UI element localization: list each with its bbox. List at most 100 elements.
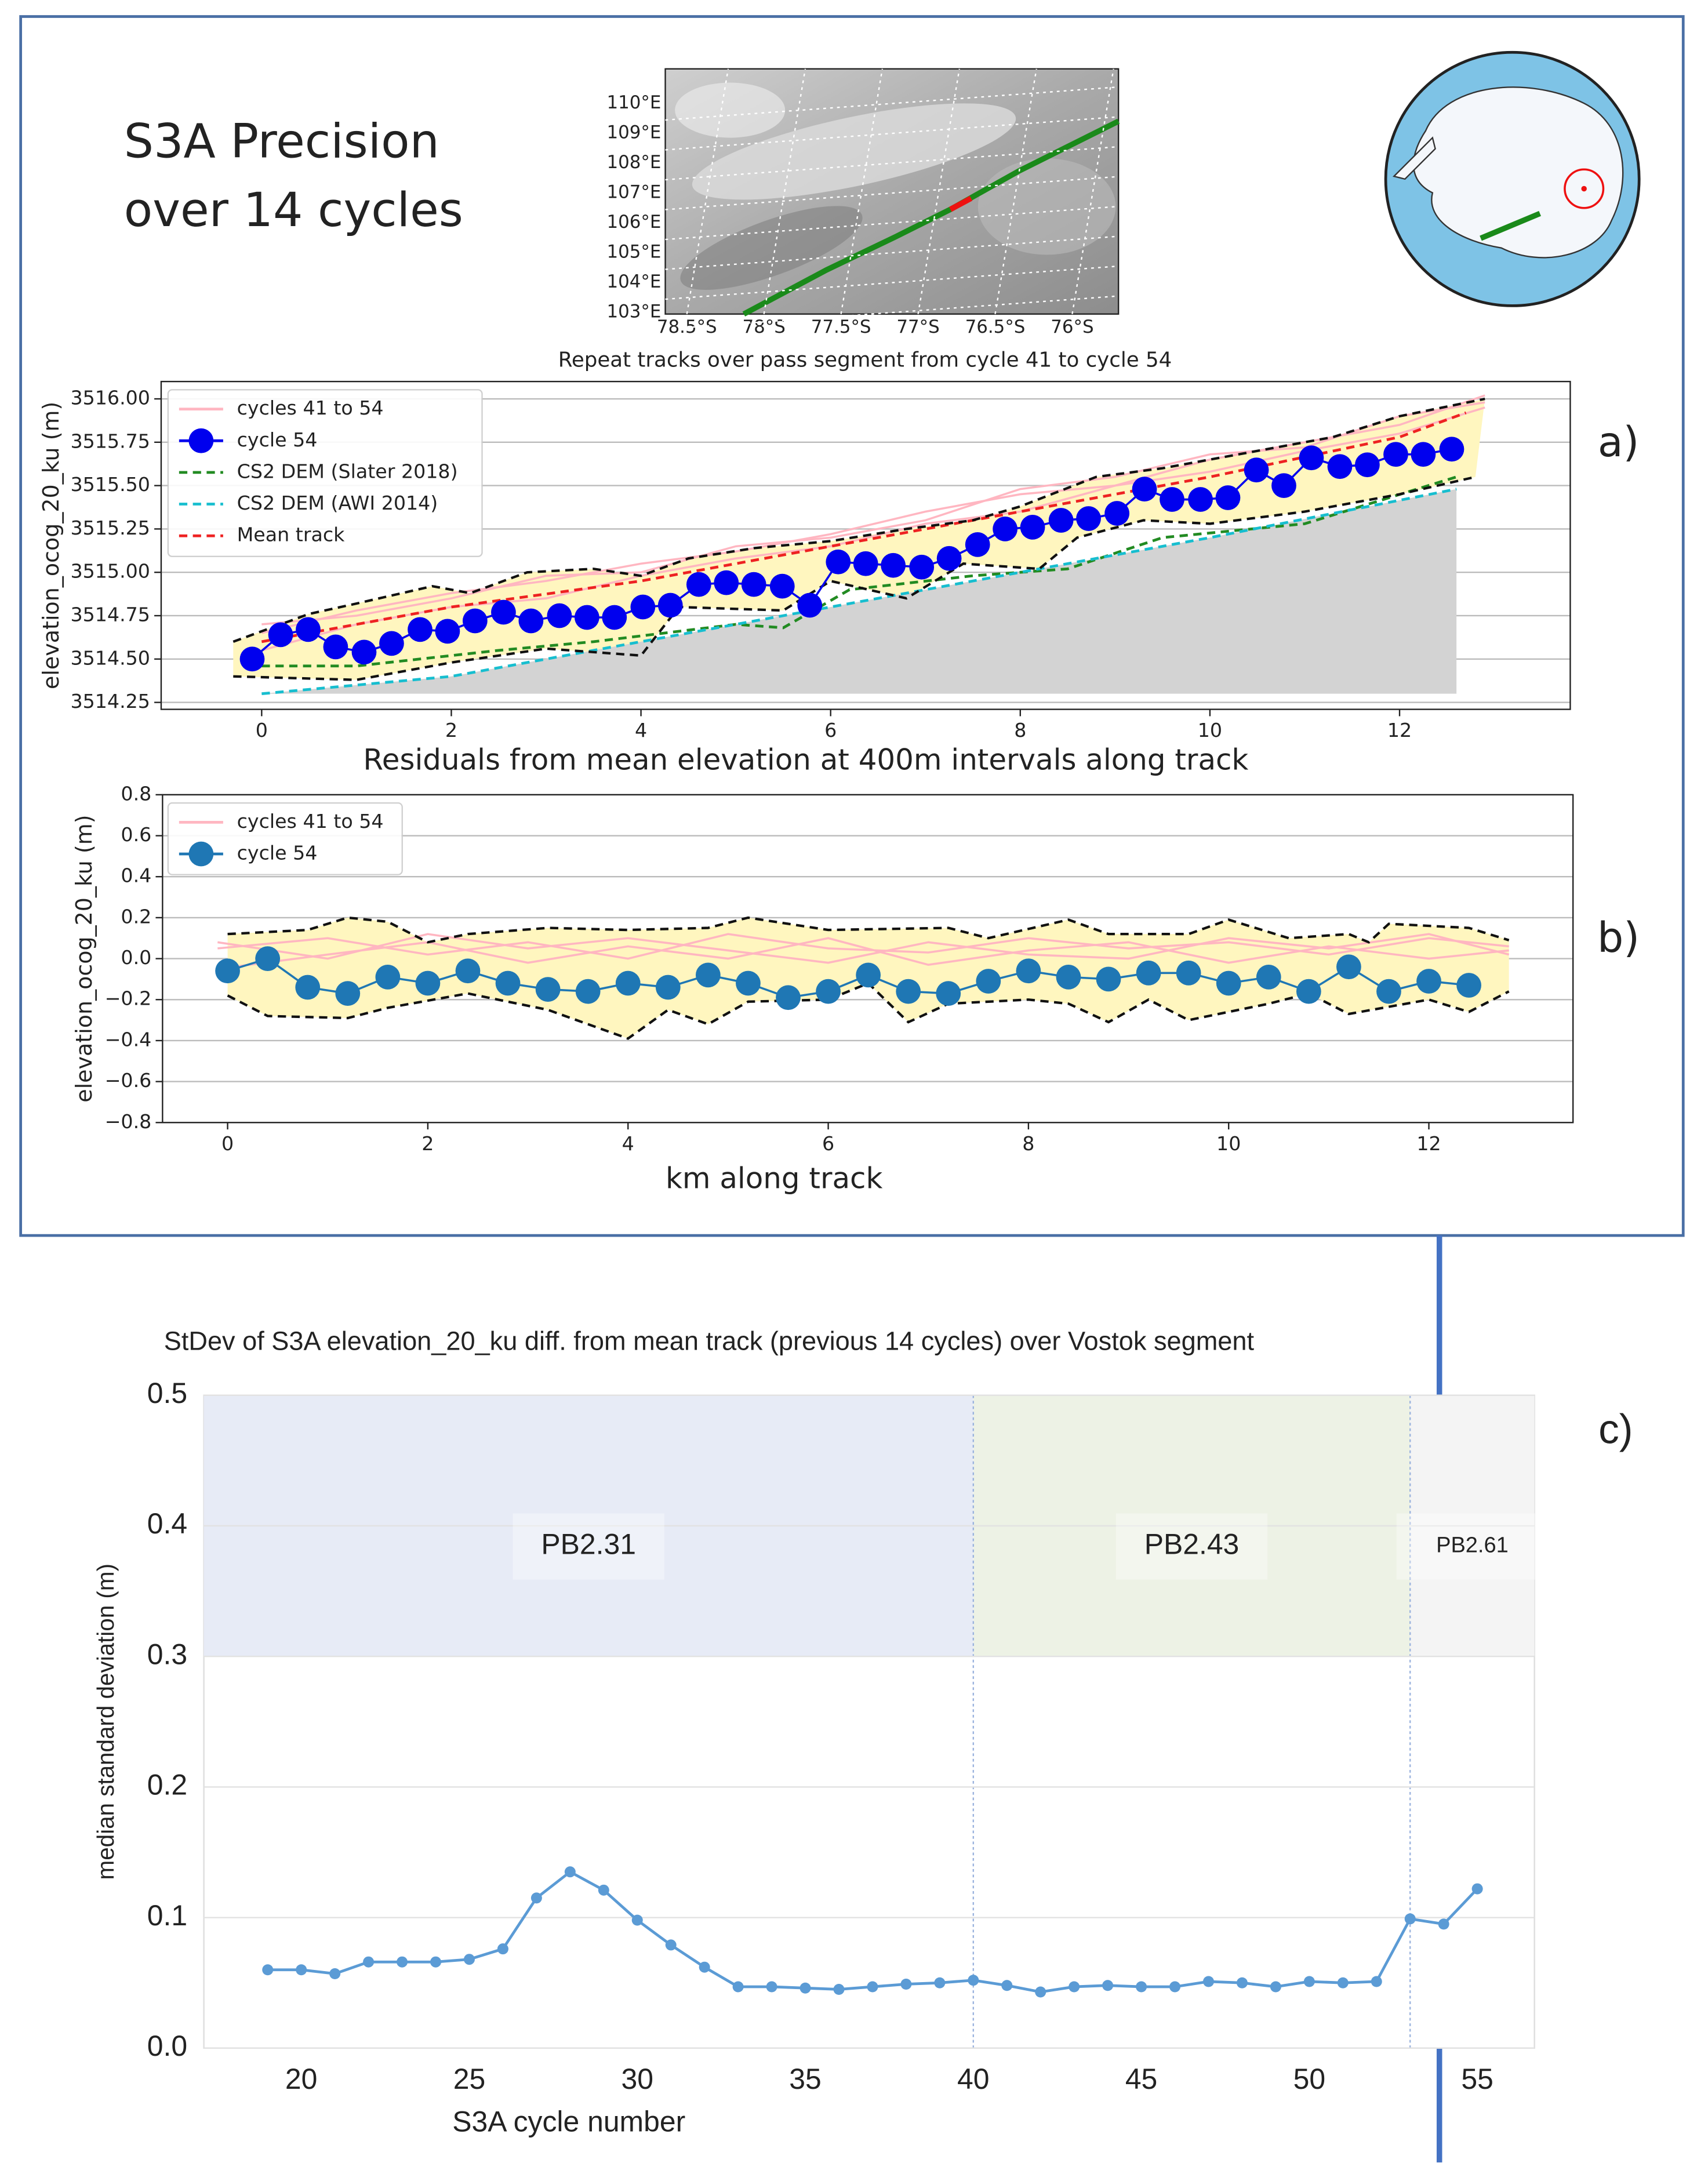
x-tick-label: 35: [789, 2063, 821, 2095]
point: [1236, 1977, 1248, 1988]
point: [900, 1978, 912, 1990]
point: [295, 975, 321, 1000]
y-tick-label: 3515.25: [70, 517, 150, 539]
y-tick-label: 0.5: [147, 1377, 187, 1409]
point: [881, 552, 906, 578]
area: [261, 489, 1457, 694]
point: [1176, 960, 1201, 986]
x-tick-label: 12: [1416, 1132, 1441, 1155]
point: [375, 965, 401, 990]
point: [1020, 515, 1045, 540]
y-tick-label: 103°E: [606, 301, 661, 322]
point: [1471, 1883, 1483, 1895]
legend: [167, 389, 483, 558]
point: [1104, 501, 1130, 526]
point: [1337, 1977, 1349, 1988]
point: [800, 1982, 811, 1994]
y-tick-label: 110°E: [606, 92, 661, 113]
grid-line: [840, 68, 884, 314]
point: [1371, 1976, 1382, 1987]
point: [1299, 445, 1324, 471]
y-tick-label: 3516.00: [70, 387, 150, 409]
point: [575, 979, 601, 1004]
cycle-line: [261, 394, 1485, 634]
x-tick-label: 4: [635, 719, 647, 741]
point: [732, 1981, 744, 1993]
point: [564, 1866, 576, 1878]
y-tick-label: 0.2: [121, 905, 151, 928]
grid-line: [1071, 68, 1114, 314]
point: [896, 979, 921, 1004]
point: [741, 572, 766, 597]
legend-label: cycles 41 to 54: [237, 397, 384, 419]
point: [491, 599, 516, 625]
region-label: PB2.61: [1436, 1533, 1509, 1558]
x-tick-label: 12: [1387, 719, 1412, 741]
x-tick-label: 30: [622, 2063, 653, 2095]
cycle-line: [261, 401, 1485, 626]
point: [1416, 969, 1441, 994]
y-tick-label: 104°E: [606, 271, 661, 292]
y-tick-label: 107°E: [606, 182, 661, 203]
line: [261, 411, 1467, 644]
point: [455, 958, 481, 984]
page-title: over 14 cycles: [124, 183, 463, 238]
point: [335, 981, 361, 1006]
point: [1069, 1981, 1080, 1993]
point: [1439, 437, 1464, 462]
point: [1188, 487, 1213, 512]
point: [797, 592, 823, 618]
line: [261, 475, 1457, 668]
point: [776, 985, 801, 1010]
point: [867, 1981, 878, 1993]
point: [574, 605, 599, 630]
y-tick-label: 3514.75: [70, 603, 150, 626]
legend: [167, 802, 403, 875]
point: [769, 573, 795, 599]
y-tick-label: 106°E: [606, 212, 661, 232]
point: [363, 1956, 375, 1968]
x-tick-label: 55: [1461, 2063, 1493, 2095]
point: [816, 979, 841, 1004]
panel-label: c): [1598, 1406, 1633, 1453]
chart: 78.5°S 78°S 77.5°S 77°S 76.5°S 76°S103°E104°E…: [558, 68, 1172, 372]
point: [462, 608, 488, 634]
axes-frame: [162, 794, 1574, 1124]
y-tick-label: 0.4: [147, 1507, 187, 1540]
y-tick-label: −0.6: [105, 1069, 152, 1092]
x-tick-label: 2: [421, 1132, 434, 1155]
page-title: S3A Precision: [124, 114, 439, 169]
map-caption: Repeat tracks over pass segment from cyc…: [558, 348, 1172, 372]
point: [686, 572, 711, 597]
x-tick-label: 0: [256, 719, 268, 741]
x-tick-label: 0: [221, 1132, 234, 1155]
point: [1160, 487, 1184, 512]
x-tick-label: 8: [1022, 1132, 1034, 1155]
point: [1438, 1918, 1449, 1930]
point: [1327, 454, 1353, 479]
point: [631, 1914, 643, 1926]
point: [1271, 473, 1296, 498]
grid-line: [994, 68, 1037, 314]
point: [415, 970, 441, 996]
point: [262, 1964, 274, 1976]
point: [1456, 973, 1481, 998]
x-tick-label: 6: [822, 1132, 834, 1155]
x-tick-label: 77.5°S: [811, 317, 871, 337]
point: [351, 639, 377, 665]
point: [530, 1892, 542, 1904]
legend-label: cycle 54: [237, 428, 318, 451]
y-axis-label: elevation_ocog_20_ku (m): [71, 815, 97, 1102]
point: [1376, 979, 1401, 1004]
axes-frame: [160, 380, 1571, 710]
y-tick-label: 109°E: [606, 122, 661, 143]
point: [268, 622, 293, 648]
point: [397, 1956, 408, 1968]
point: [1048, 508, 1074, 533]
y-tick-label: 0.3: [147, 1638, 187, 1670]
point: [965, 532, 990, 557]
point: [615, 970, 641, 996]
point: [1355, 452, 1380, 478]
y-tick-label: 0.1: [147, 1899, 187, 1932]
